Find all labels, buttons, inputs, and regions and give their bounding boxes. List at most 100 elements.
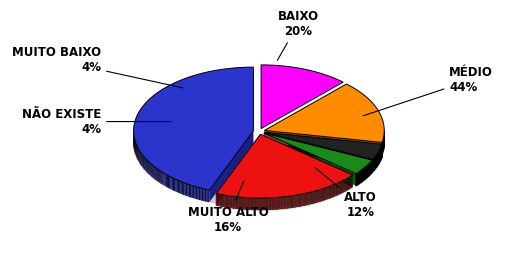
- Polygon shape: [203, 189, 205, 201]
- Polygon shape: [278, 197, 279, 210]
- Polygon shape: [141, 153, 142, 166]
- Polygon shape: [146, 159, 147, 172]
- Polygon shape: [339, 182, 340, 195]
- Polygon shape: [327, 187, 328, 199]
- Polygon shape: [179, 181, 180, 194]
- Polygon shape: [289, 196, 290, 208]
- Polygon shape: [251, 198, 252, 210]
- Polygon shape: [308, 192, 309, 205]
- Polygon shape: [149, 162, 150, 175]
- Polygon shape: [347, 178, 348, 191]
- Polygon shape: [246, 197, 247, 210]
- Polygon shape: [222, 195, 223, 207]
- Polygon shape: [148, 161, 149, 174]
- Polygon shape: [323, 188, 324, 201]
- Polygon shape: [315, 191, 316, 203]
- Polygon shape: [325, 188, 326, 200]
- Polygon shape: [255, 198, 256, 210]
- Polygon shape: [153, 166, 154, 179]
- Polygon shape: [313, 191, 314, 204]
- Polygon shape: [322, 189, 323, 201]
- Polygon shape: [306, 193, 307, 205]
- Polygon shape: [254, 198, 255, 210]
- Polygon shape: [294, 195, 295, 208]
- Polygon shape: [156, 168, 157, 181]
- Polygon shape: [316, 190, 318, 203]
- Polygon shape: [261, 65, 343, 129]
- Polygon shape: [150, 163, 151, 176]
- Polygon shape: [285, 197, 286, 209]
- Polygon shape: [236, 197, 237, 209]
- Polygon shape: [283, 197, 284, 209]
- Text: NÃO EXISTE
4%: NÃO EXISTE 4%: [22, 108, 171, 136]
- Polygon shape: [296, 195, 297, 207]
- Polygon shape: [311, 192, 312, 204]
- Polygon shape: [177, 180, 178, 192]
- Polygon shape: [167, 175, 168, 188]
- Polygon shape: [314, 191, 315, 203]
- Polygon shape: [245, 197, 246, 210]
- Polygon shape: [170, 177, 171, 189]
- Polygon shape: [261, 198, 262, 210]
- Polygon shape: [332, 185, 333, 198]
- Text: MÉDIO
44%: MÉDIO 44%: [363, 66, 493, 116]
- Polygon shape: [337, 183, 338, 196]
- Polygon shape: [321, 189, 322, 201]
- Polygon shape: [186, 183, 187, 196]
- Polygon shape: [277, 197, 278, 210]
- Polygon shape: [264, 198, 265, 210]
- Polygon shape: [229, 196, 230, 208]
- Polygon shape: [345, 179, 346, 192]
- Polygon shape: [223, 195, 224, 207]
- Polygon shape: [302, 194, 303, 206]
- Polygon shape: [250, 198, 251, 210]
- Polygon shape: [171, 177, 173, 190]
- Polygon shape: [292, 196, 293, 208]
- Polygon shape: [147, 160, 148, 173]
- Polygon shape: [217, 134, 261, 206]
- Polygon shape: [266, 198, 267, 210]
- Text: MUITO BAIXO
4%: MUITO BAIXO 4%: [12, 46, 183, 88]
- Polygon shape: [280, 197, 281, 209]
- Polygon shape: [241, 197, 242, 210]
- Polygon shape: [299, 194, 300, 207]
- Polygon shape: [165, 174, 166, 186]
- Polygon shape: [231, 196, 232, 208]
- Polygon shape: [276, 197, 277, 210]
- Polygon shape: [175, 179, 177, 192]
- Polygon shape: [184, 183, 186, 196]
- Polygon shape: [336, 183, 337, 196]
- Polygon shape: [239, 197, 240, 209]
- Polygon shape: [264, 133, 372, 174]
- Polygon shape: [140, 152, 141, 165]
- Polygon shape: [263, 198, 264, 210]
- Polygon shape: [244, 197, 245, 210]
- Polygon shape: [264, 133, 372, 172]
- Polygon shape: [304, 193, 305, 206]
- Polygon shape: [164, 173, 165, 186]
- Polygon shape: [199, 188, 200, 200]
- Polygon shape: [270, 198, 271, 210]
- Polygon shape: [134, 67, 253, 190]
- Polygon shape: [234, 196, 235, 209]
- Polygon shape: [232, 196, 233, 208]
- Polygon shape: [224, 195, 225, 207]
- Polygon shape: [344, 179, 345, 192]
- Polygon shape: [281, 197, 282, 209]
- Polygon shape: [264, 84, 384, 142]
- Polygon shape: [253, 198, 254, 210]
- Polygon shape: [225, 195, 226, 208]
- Polygon shape: [328, 186, 329, 199]
- Polygon shape: [217, 194, 218, 206]
- Polygon shape: [226, 195, 227, 208]
- Polygon shape: [342, 180, 343, 193]
- Polygon shape: [206, 189, 208, 202]
- Polygon shape: [343, 180, 344, 192]
- Polygon shape: [227, 196, 228, 208]
- Polygon shape: [139, 144, 379, 207]
- Polygon shape: [219, 194, 220, 207]
- Polygon shape: [208, 190, 209, 202]
- Polygon shape: [286, 196, 287, 209]
- Polygon shape: [189, 185, 190, 197]
- Polygon shape: [243, 197, 244, 210]
